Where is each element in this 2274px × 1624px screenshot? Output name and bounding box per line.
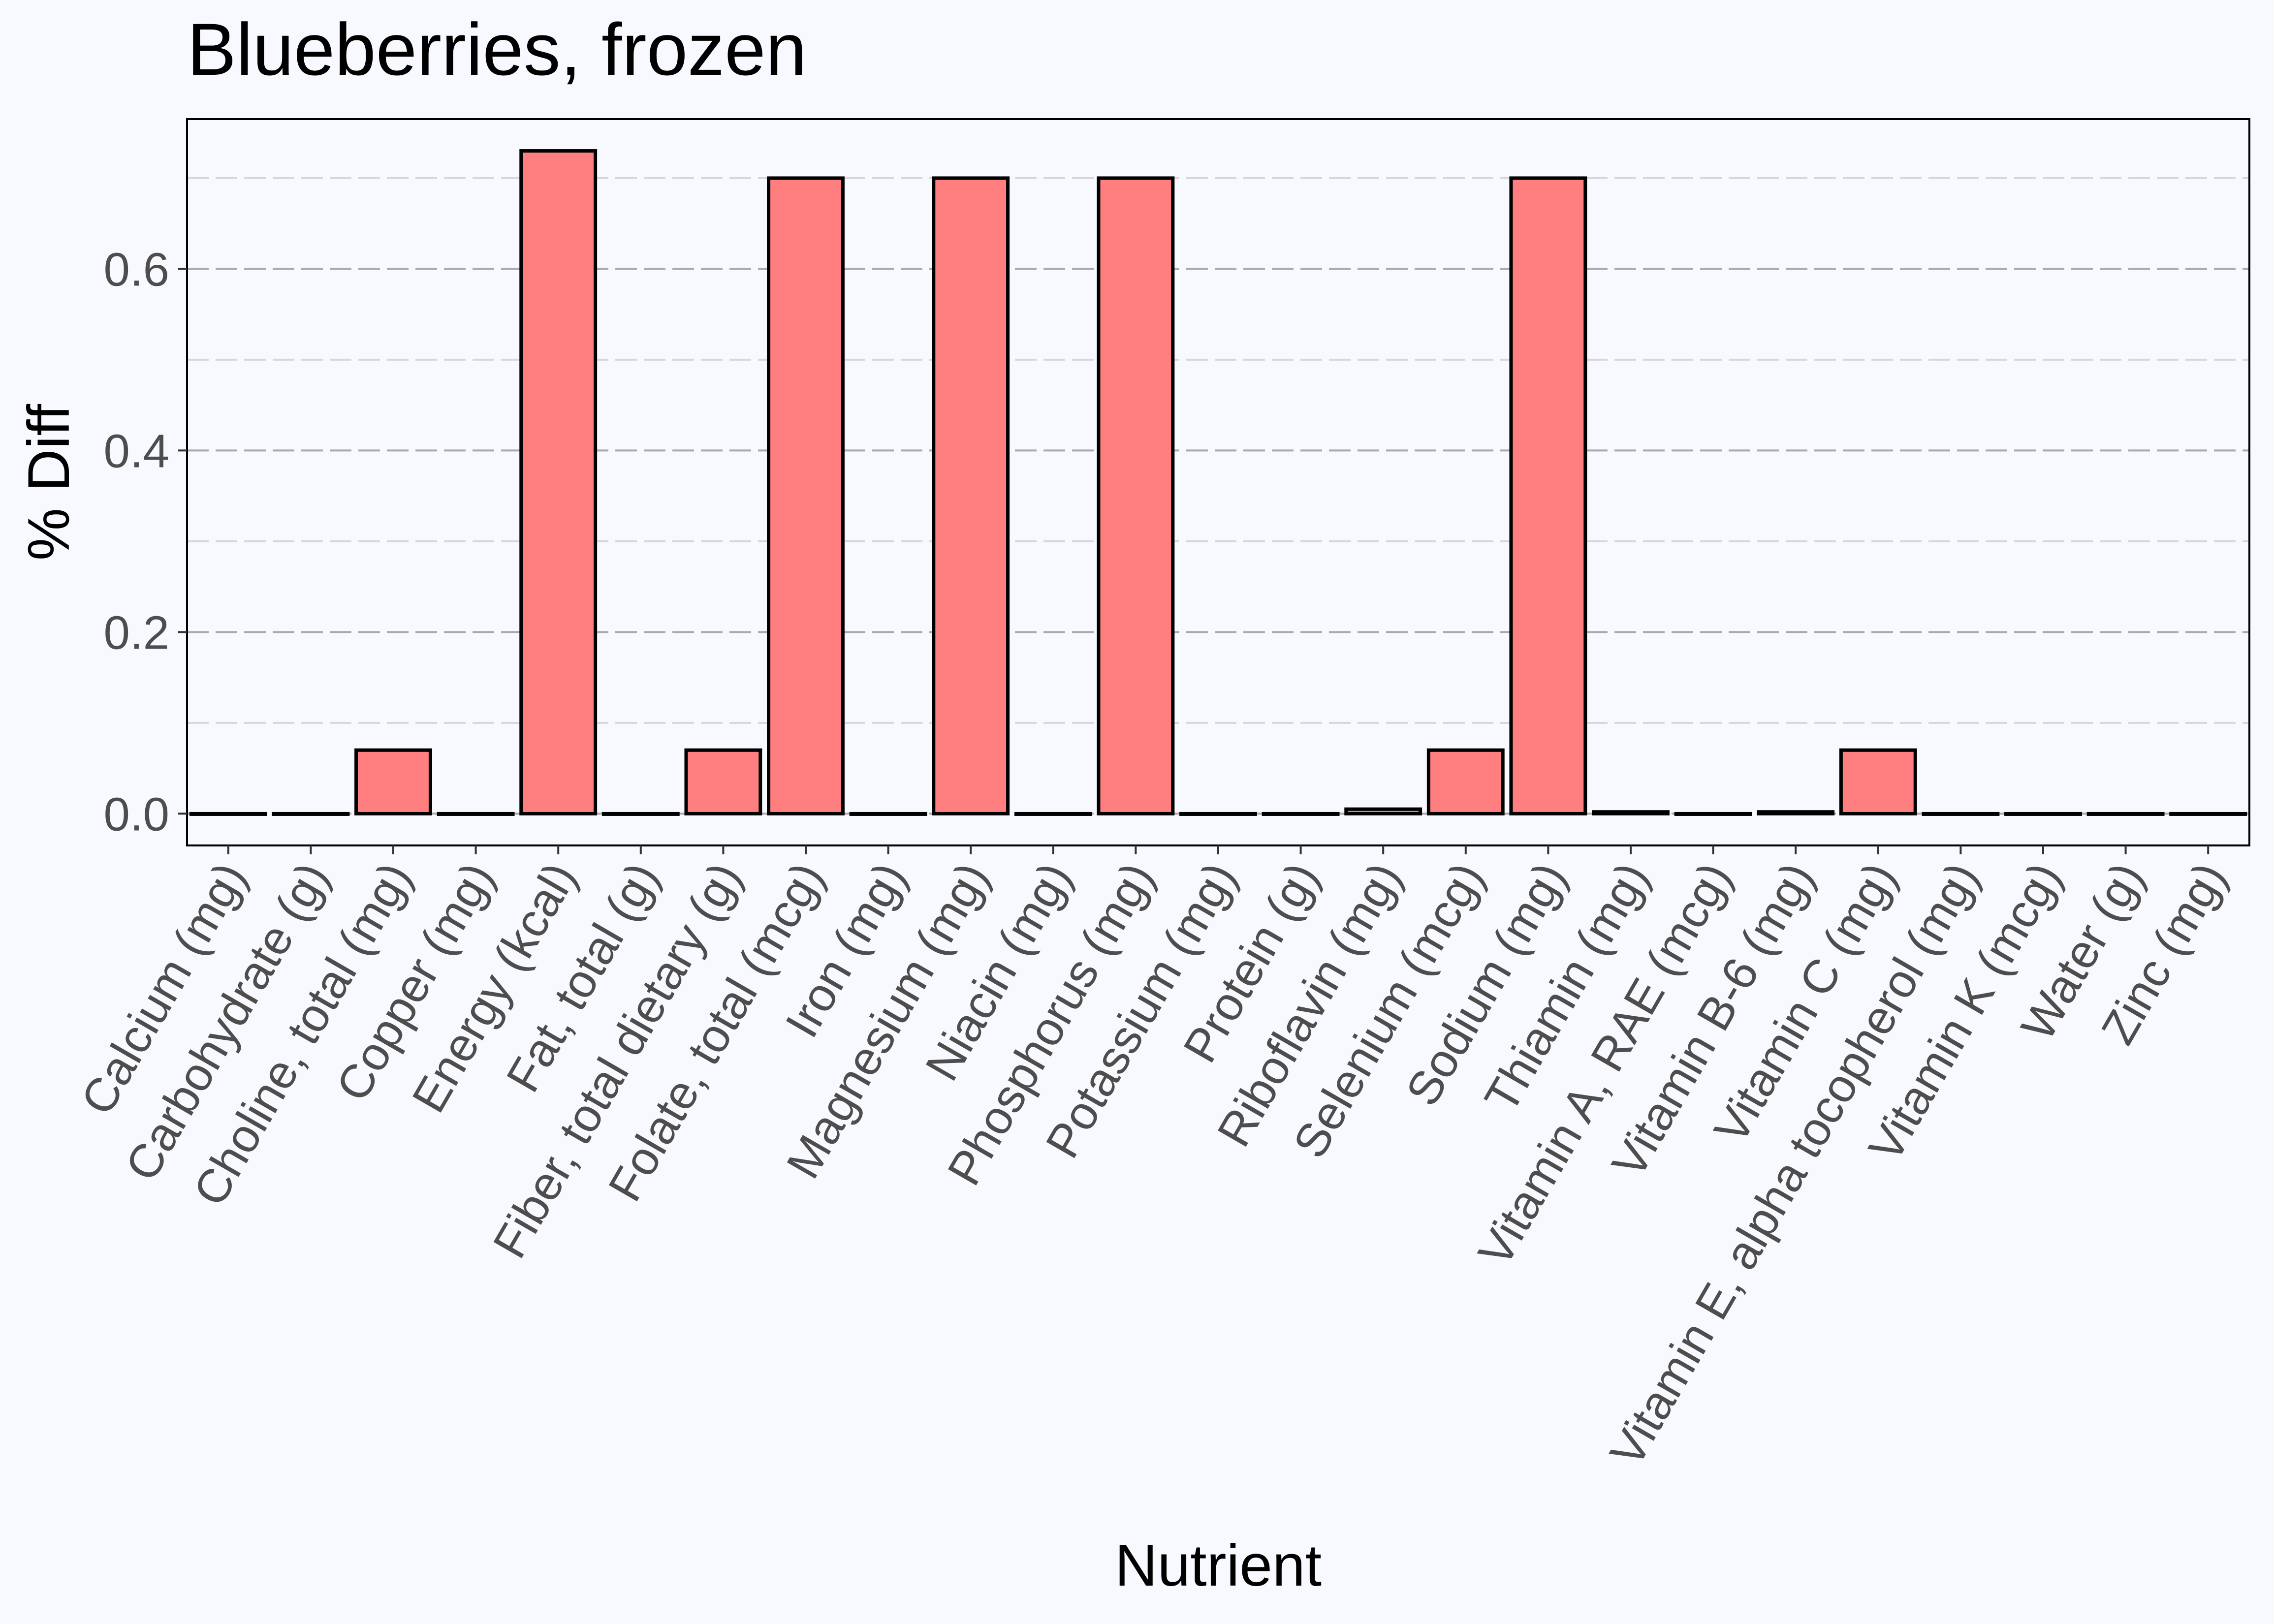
x-axis-title: Nutrient <box>1115 1532 1322 1598</box>
bar <box>1592 810 1670 815</box>
chart-title: Blueberries, frozen <box>187 8 807 91</box>
y-axis: 0.0 0.2 0.4 0.6 <box>104 243 187 841</box>
bar <box>601 812 680 816</box>
bar <box>1509 176 1587 815</box>
y-tick-label: 0.0 <box>104 788 169 841</box>
bar <box>1674 812 1752 816</box>
bars-group <box>189 149 2247 816</box>
y-axis-title: % Diff <box>16 404 82 561</box>
bar <box>767 176 845 815</box>
bar <box>1757 810 1835 815</box>
bar <box>354 748 432 815</box>
bar <box>189 812 267 816</box>
y-tick-label: 0.6 <box>104 243 169 296</box>
bar <box>1922 812 2000 816</box>
bar <box>932 176 1010 815</box>
bar <box>1097 176 1175 815</box>
y-tick-label: 0.4 <box>104 425 169 477</box>
bar <box>2004 812 2082 816</box>
bar <box>1179 812 1257 816</box>
bar <box>684 748 762 815</box>
bar <box>2086 812 2165 816</box>
bar <box>519 149 598 815</box>
bar <box>1839 748 1917 815</box>
bar <box>1426 748 1505 815</box>
bar <box>437 812 515 816</box>
bar <box>1344 807 1422 815</box>
bar <box>849 812 927 816</box>
y-tick-label: 0.2 <box>104 606 169 659</box>
bar <box>272 812 350 816</box>
bar <box>2169 812 2247 816</box>
bar <box>1262 812 1340 816</box>
bar <box>1014 812 1092 816</box>
